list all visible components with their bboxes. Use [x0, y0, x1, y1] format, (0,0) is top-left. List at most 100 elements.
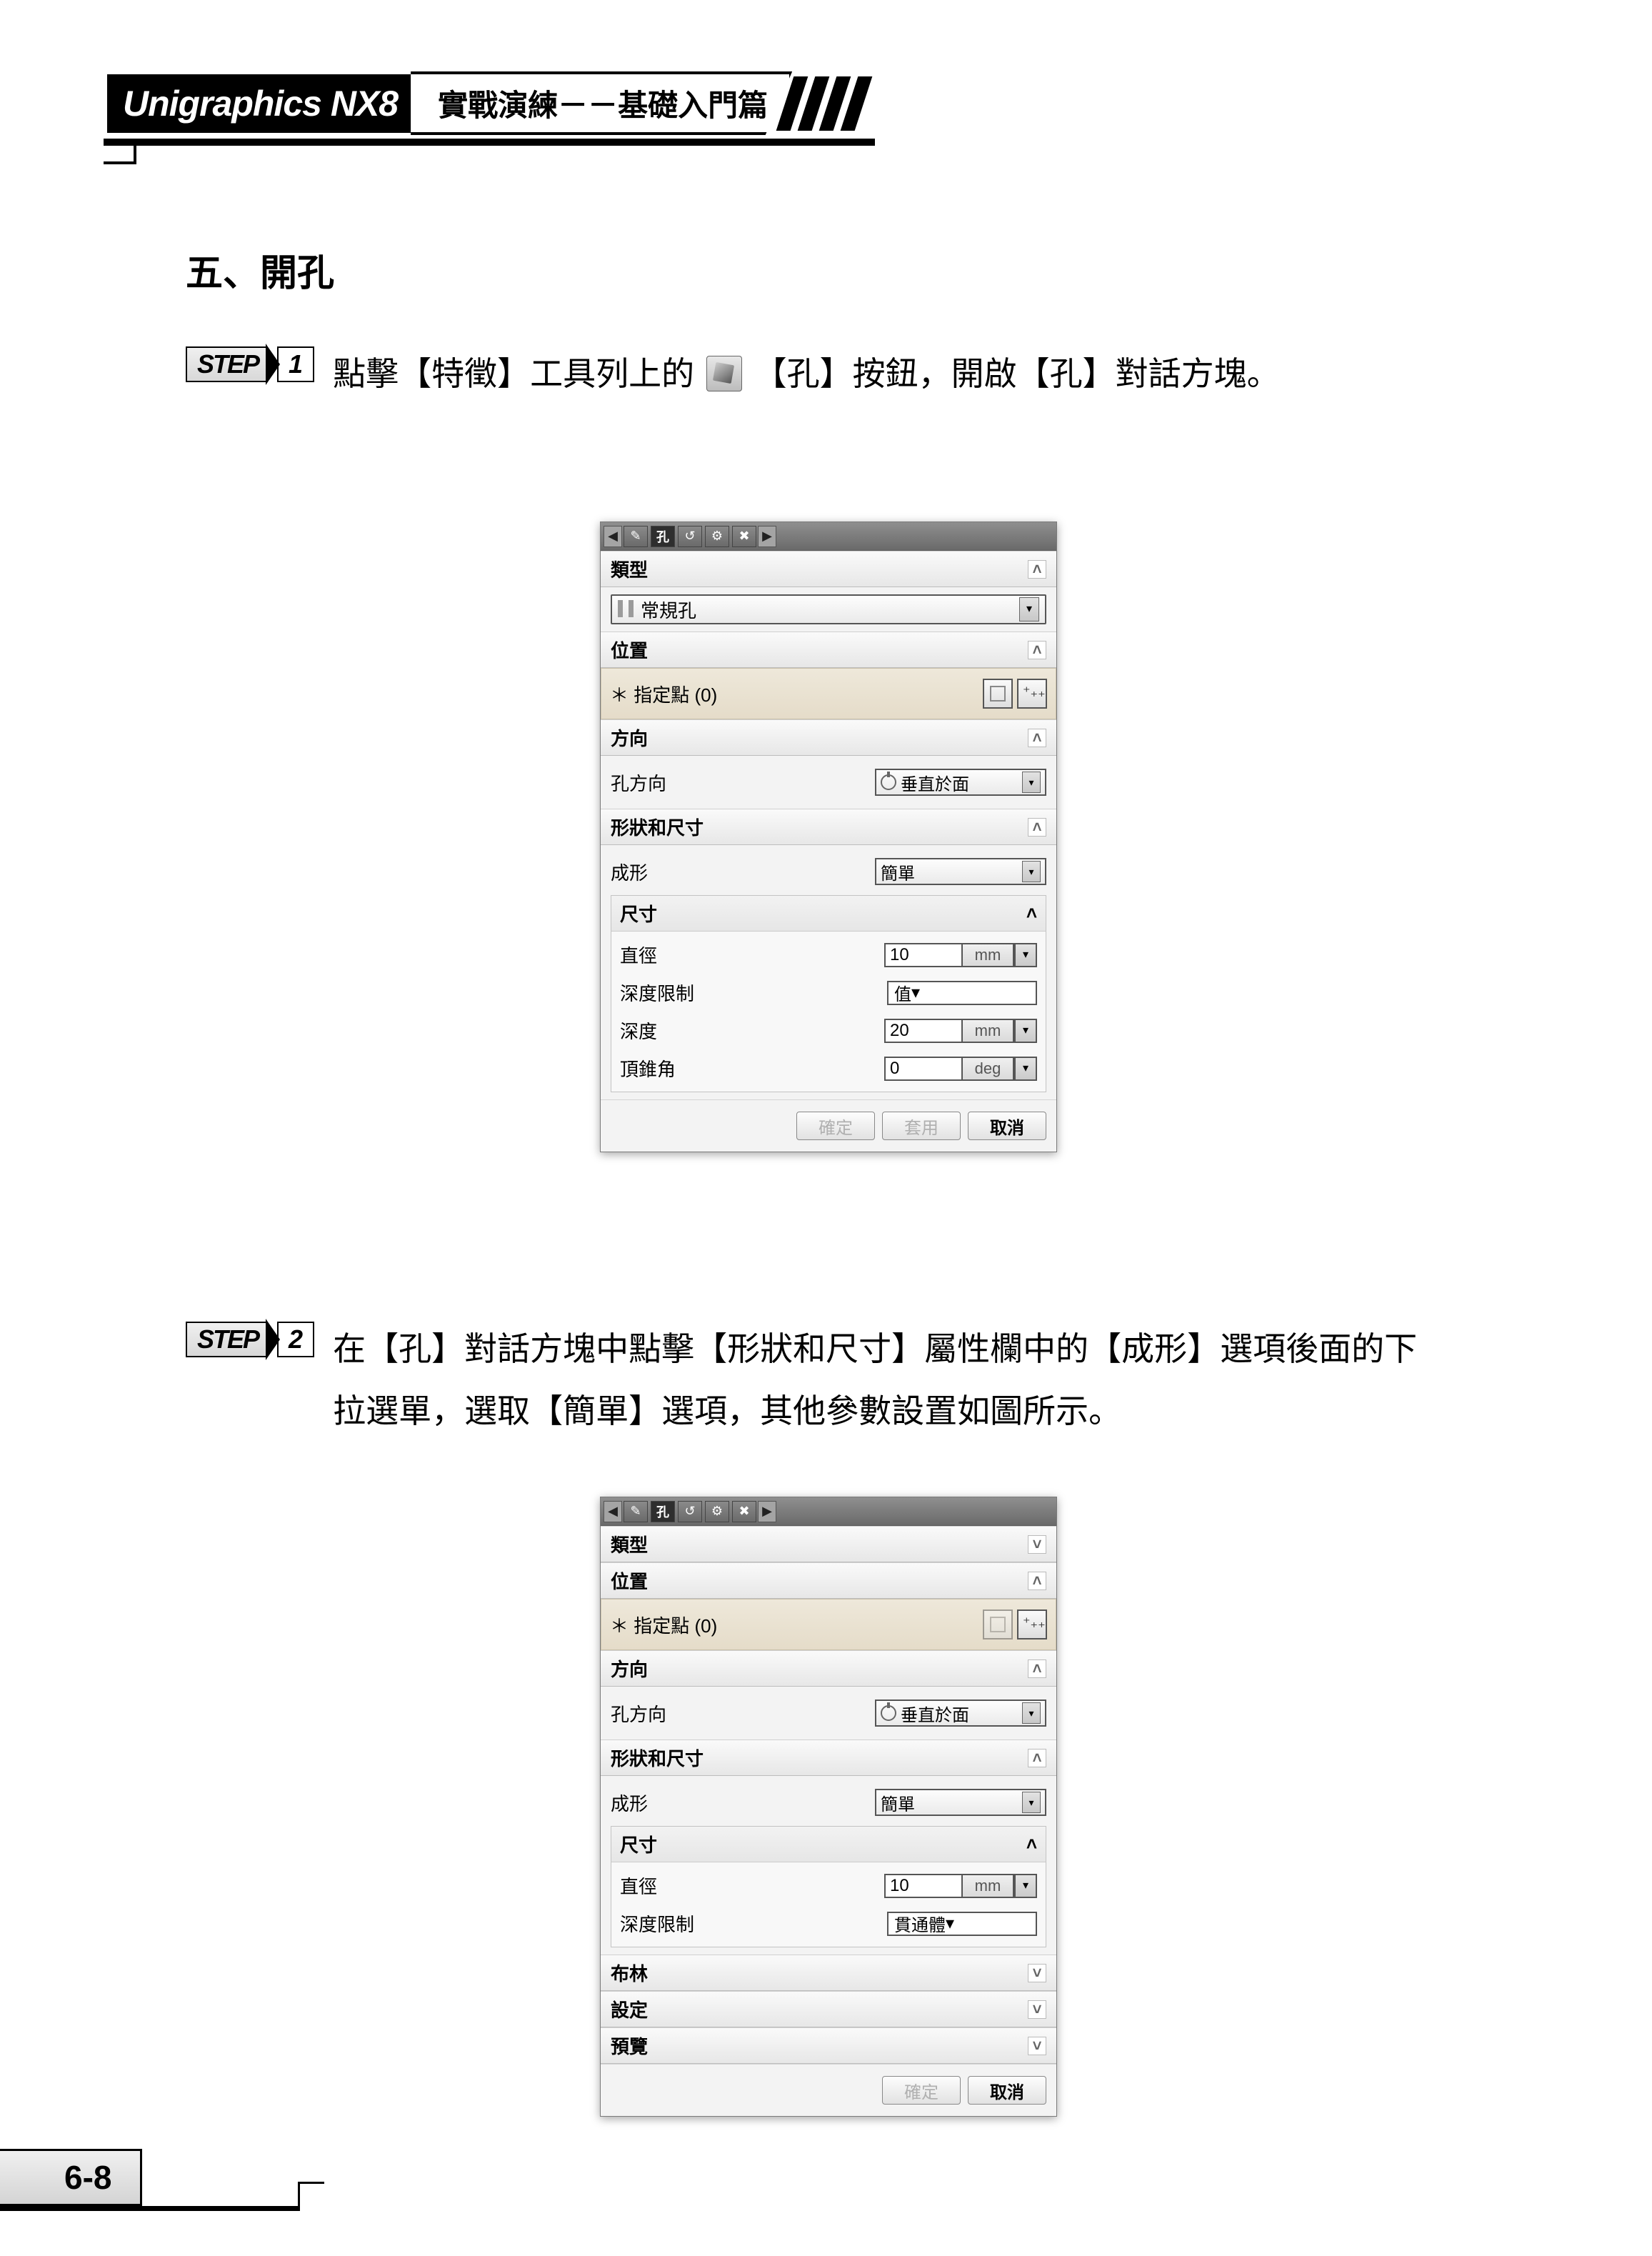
dlg2-setting-header[interactable]: 設定 ˅ — [601, 1991, 1056, 2027]
depth-input[interactable] — [884, 1019, 963, 1043]
dlg1-dir-header[interactable]: 方向 ˄ — [601, 719, 1056, 756]
depth-label: 深度 — [620, 1017, 734, 1044]
chevron-down-icon: ▾ — [946, 1913, 954, 1934]
chevron-down-icon: ▾ — [1019, 597, 1039, 622]
dlg2-bool-header[interactable]: 布林 ˅ — [601, 1955, 1056, 1991]
depth-dropdown-button[interactable]: ▾ — [1014, 1019, 1037, 1043]
step-1: STEP 1 點擊【特徵】工具列上的 【孔】按鈕，開啟【孔】對話方塊。 — [186, 343, 1280, 405]
dlg2-type-header[interactable]: 類型 ˅ — [601, 1526, 1056, 1562]
step-2-word: STEP — [186, 1322, 266, 1357]
chevron-up-icon: ˄ — [1026, 1833, 1037, 1855]
dlg1-type-header[interactable]: 類型 ˄ — [601, 551, 1056, 587]
chevron-down-icon: ˅ — [1028, 1535, 1046, 1554]
depth-unit: mm — [963, 1019, 1014, 1043]
dlg1-shape-header[interactable]: 形狀和尺寸 ˄ — [601, 809, 1056, 845]
tab-prev-button[interactable]: ◀ — [604, 526, 622, 547]
apply-button[interactable]: 套用 — [882, 1112, 961, 1140]
add-point-icon-button[interactable] — [1017, 679, 1047, 709]
shape-label: 成形 — [611, 859, 725, 885]
chevron-down-icon: ˅ — [1028, 2037, 1046, 2055]
dim-subheader-2[interactable]: 尺寸 ˄ — [611, 1827, 1046, 1862]
hole-dialog-2: ◀ ✎ 孔 ↺ ⚙ ✖ ▶ 類型 ˅ 位置 ˄ ＊ 指定點 (0) — [600, 1497, 1057, 2117]
dlg2-type-label: 類型 — [611, 1531, 648, 1557]
tab-next-button[interactable]: ▶ — [758, 526, 776, 547]
dlg2-dir-header[interactable]: 方向 ˄ — [601, 1650, 1056, 1687]
tab-prev-button[interactable]: ◀ — [604, 1501, 622, 1522]
step-2-badge: STEP 2 — [186, 1318, 314, 1360]
dlg2-pos-header[interactable]: 位置 ˄ — [601, 1562, 1056, 1599]
dlg2-shape-label: 形狀和尺寸 — [611, 1745, 704, 1771]
hole-direction-value-2: 垂直於面 — [901, 1701, 969, 1726]
cancel-button-2[interactable]: 取消 — [968, 2076, 1046, 2105]
add-point-icon-button[interactable] — [1017, 1609, 1047, 1639]
ok-button-2[interactable]: 確定 — [882, 2076, 961, 2105]
hole-direction-combo-2[interactable]: 垂直於面 ▾ — [875, 1700, 1046, 1727]
tab-hole-active[interactable]: 孔 — [651, 1501, 675, 1522]
dialog1-tabbar: ◀ ✎ 孔 ↺ ⚙ ✖ ▶ — [601, 522, 1056, 551]
chevron-up-icon: ˄ — [1028, 1659, 1046, 1678]
dlg1-dir-label: 方向 — [611, 724, 648, 751]
diameter-input[interactable] — [884, 943, 963, 967]
page-header: Unigraphics NX8 實戰演練－－基礎入門篇 — [107, 71, 863, 135]
dlg1-type-label: 類型 — [611, 556, 648, 582]
diameter-dropdown-button-2[interactable]: ▾ — [1014, 1874, 1037, 1898]
chevron-down-icon: ▾ — [911, 982, 920, 1003]
sketch-icon-button[interactable] — [983, 679, 1013, 709]
shape-combo-2[interactable]: 簡單 ▾ — [875, 1789, 1046, 1816]
depth-limit-value-2: 貫通體 — [894, 1911, 946, 1936]
tab-close-icon[interactable]: ✖ — [732, 1501, 756, 1522]
cancel-button[interactable]: 取消 — [968, 1112, 1046, 1140]
spec-point-row[interactable]: ＊ 指定點 (0) — [601, 668, 1056, 719]
header-subtitle: 實戰演練－－基礎入門篇 — [411, 71, 792, 135]
sketch-icon-button[interactable] — [983, 1609, 1013, 1639]
shape-label-2: 成形 — [611, 1790, 725, 1816]
header-notch — [104, 146, 136, 164]
tip-angle-input[interactable] — [884, 1057, 963, 1081]
dialog2-tabbar: ◀ ✎ 孔 ↺ ⚙ ✖ ▶ — [601, 1497, 1056, 1526]
diameter-dropdown-button[interactable]: ▾ — [1014, 943, 1037, 967]
dim-subheader[interactable]: 尺寸 ˄ — [611, 896, 1046, 932]
tab-gear-icon[interactable]: ⚙ — [705, 1501, 729, 1522]
tab-pencil-icon[interactable]: ✎ — [624, 1501, 648, 1522]
depth-limit-label: 深度限制 — [620, 979, 734, 1006]
shape-combo[interactable]: 簡單 ▾ — [875, 858, 1046, 885]
hole-type-value: 常規孔 — [641, 597, 696, 623]
dlg1-pos-header[interactable]: 位置 ˄ — [601, 632, 1056, 668]
header-logo: Unigraphics NX8 — [107, 74, 414, 133]
diameter-label: 直徑 — [620, 942, 734, 968]
depth-limit-combo-2[interactable]: 貫通體 ▾ — [887, 1912, 1037, 1936]
chevron-down-icon: ▾ — [1022, 772, 1041, 793]
hole-direction-label-2: 孔方向 — [611, 1700, 725, 1727]
shape-value: 簡單 — [881, 859, 915, 884]
ok-button[interactable]: 確定 — [796, 1112, 875, 1140]
tab-hole-active[interactable]: 孔 — [651, 526, 675, 547]
hole-type-combo[interactable]: 常規孔 ▾ — [611, 594, 1046, 624]
tip-angle-dropdown-button[interactable]: ▾ — [1014, 1057, 1037, 1081]
step-2-text: 在【孔】對話方塊中點擊【形狀和尺寸】屬性欄中的【成形】選項後面的下拉選單，選取【… — [333, 1318, 1440, 1443]
chevron-up-icon: ˄ — [1028, 729, 1046, 747]
tab-close-icon[interactable]: ✖ — [732, 526, 756, 547]
dlg2-preview-label: 預覽 — [611, 2032, 648, 2059]
dim-label-2: 尺寸 — [620, 1831, 657, 1857]
dlg2-preview-header[interactable]: 預覽 ˅ — [601, 2027, 1056, 2064]
depth-limit-combo[interactable]: 值 ▾ — [887, 981, 1037, 1005]
hole-type-icon — [618, 600, 634, 619]
dlg2-shape-header[interactable]: 形狀和尺寸 ˄ — [601, 1740, 1056, 1776]
tab-undo-icon[interactable]: ↺ — [678, 1501, 702, 1522]
diameter-input-2[interactable] — [884, 1874, 963, 1898]
chevron-down-icon: ▾ — [1022, 1702, 1041, 1724]
tab-undo-icon[interactable]: ↺ — [678, 526, 702, 547]
dlg1-pos-label: 位置 — [611, 637, 648, 663]
chevron-up-icon: ˄ — [1028, 641, 1046, 659]
normal-to-face-icon — [881, 774, 896, 790]
chevron-up-icon: ˄ — [1028, 1749, 1046, 1767]
hole-direction-combo[interactable]: 垂直於面 ▾ — [875, 769, 1046, 796]
page-footer: 6-8 — [0, 2149, 142, 2206]
tab-pencil-icon[interactable]: ✎ — [624, 526, 648, 547]
tab-next-button[interactable]: ▶ — [758, 1501, 776, 1522]
page-footer-line — [0, 2206, 300, 2211]
tab-gear-icon[interactable]: ⚙ — [705, 526, 729, 547]
chevron-down-icon: ▾ — [1022, 1792, 1041, 1813]
spec-point-row-2[interactable]: ＊ 指定點 (0) — [601, 1599, 1056, 1650]
dlg2-bool-label: 布林 — [611, 1960, 648, 1986]
